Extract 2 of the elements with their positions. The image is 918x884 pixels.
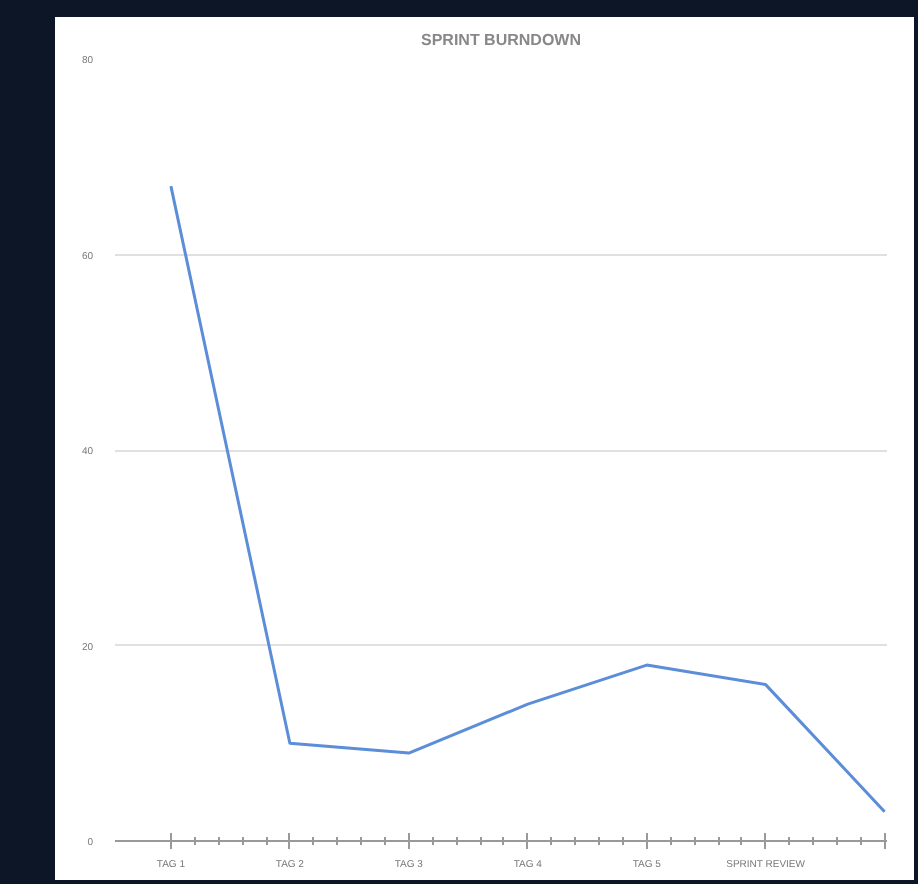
chart-title: SPRINT BURNDOWN	[421, 31, 582, 49]
line-series	[169, 184, 887, 814]
